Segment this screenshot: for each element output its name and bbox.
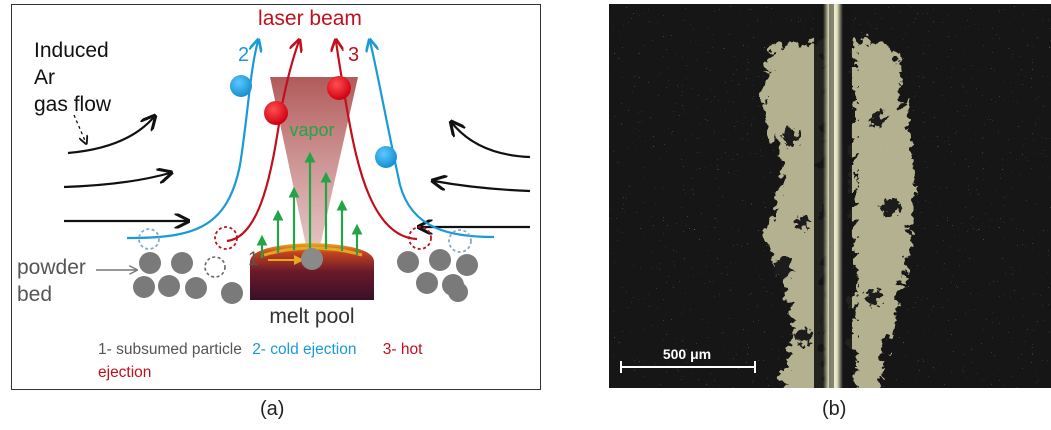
schematic-diagram: laser beam vapor Induced Ar gas flow 2 3: [17, 7, 531, 381]
legend-hot-ejection-cont: ejection: [98, 364, 151, 381]
gas-label-pointer: [73, 114, 86, 143]
gas-flow-arrow-right-1: [452, 123, 531, 159]
cold-ejected-particle-right: [375, 146, 397, 168]
powder-label-line1: powder: [17, 256, 86, 279]
hot-origin-left: [214, 226, 238, 250]
gas-flow-arrow-right-2: [434, 181, 531, 193]
caption-b: (b): [822, 398, 847, 420]
cold-ejected-particle-left: [230, 75, 252, 97]
cold-ejection-path-right: [370, 41, 495, 239]
legend-subsumed: 1- subsumed particle: [98, 341, 242, 358]
cold-ejection-path-left: [126, 41, 258, 240]
cold-origin-right: [448, 229, 472, 253]
hot-ejected-particle-left: [264, 101, 288, 125]
legend-cold-ejection: 2- cold ejection: [252, 341, 356, 358]
legend-hot-ejection: 3- hot: [383, 341, 423, 358]
scale-bar: [620, 361, 756, 373]
gas-flow-arrow-left-1: [67, 117, 154, 155]
vapor-label: vapor: [289, 120, 334, 140]
vapor-arrows: [256, 151, 363, 258]
label-2: 2: [238, 44, 249, 66]
hot-ejection-path-right: [336, 41, 418, 241]
subsumed-particle: [301, 248, 323, 270]
powder-bed-right: [397, 249, 478, 302]
melt-pool-shape: [250, 243, 374, 300]
laser-beam-cone: [270, 77, 358, 255]
laser-beam-label: laser beam: [258, 7, 362, 30]
gas-flow-arrow-left-2: [63, 173, 170, 189]
powder-bed-left: [133, 252, 243, 304]
track-centerline: [829, 4, 834, 388]
missing-particle-outline: [204, 256, 226, 278]
hot-ejected-particle-right: [327, 76, 351, 100]
micrograph-panel: 500 μm: [609, 4, 1051, 388]
gas-label-line3: gas flow: [34, 93, 112, 116]
melt-pool-label: melt pool: [269, 305, 354, 328]
spatter-dark-holes: [769, 106, 896, 343]
gas-label-line2: Ar: [34, 66, 55, 89]
scale-bar-label: 500 μm: [663, 346, 711, 362]
hot-origin-right: [408, 226, 432, 250]
label-3: 3: [348, 44, 359, 66]
schematic-panel: laser beam vapor Induced Ar gas flow 2 3: [11, 4, 541, 390]
label-1: 1: [248, 249, 259, 270]
spatter-zone: [757, 34, 909, 388]
cold-origin-left: [138, 228, 160, 250]
gas-label-line1: Induced: [34, 39, 109, 62]
legend: 1- subsumed particle 2- cold ejection 3-…: [98, 341, 423, 358]
caption-a: (a): [260, 398, 285, 420]
powder-label-line2: bed: [17, 283, 52, 306]
micrograph-image: 500 μm: [609, 4, 1051, 388]
